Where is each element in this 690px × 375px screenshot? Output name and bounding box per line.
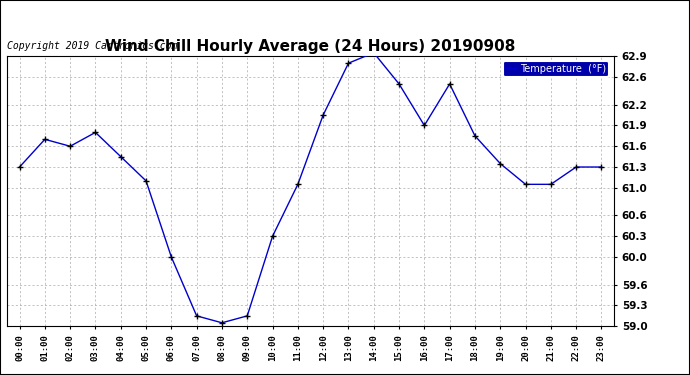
Text: Copyright 2019 Cartronics.com: Copyright 2019 Cartronics.com [7, 41, 177, 51]
Legend: Temperature  (°F): Temperature (°F) [503, 61, 609, 77]
Title: Wind Chill Hourly Average (24 Hours) 20190908: Wind Chill Hourly Average (24 Hours) 201… [106, 39, 515, 54]
